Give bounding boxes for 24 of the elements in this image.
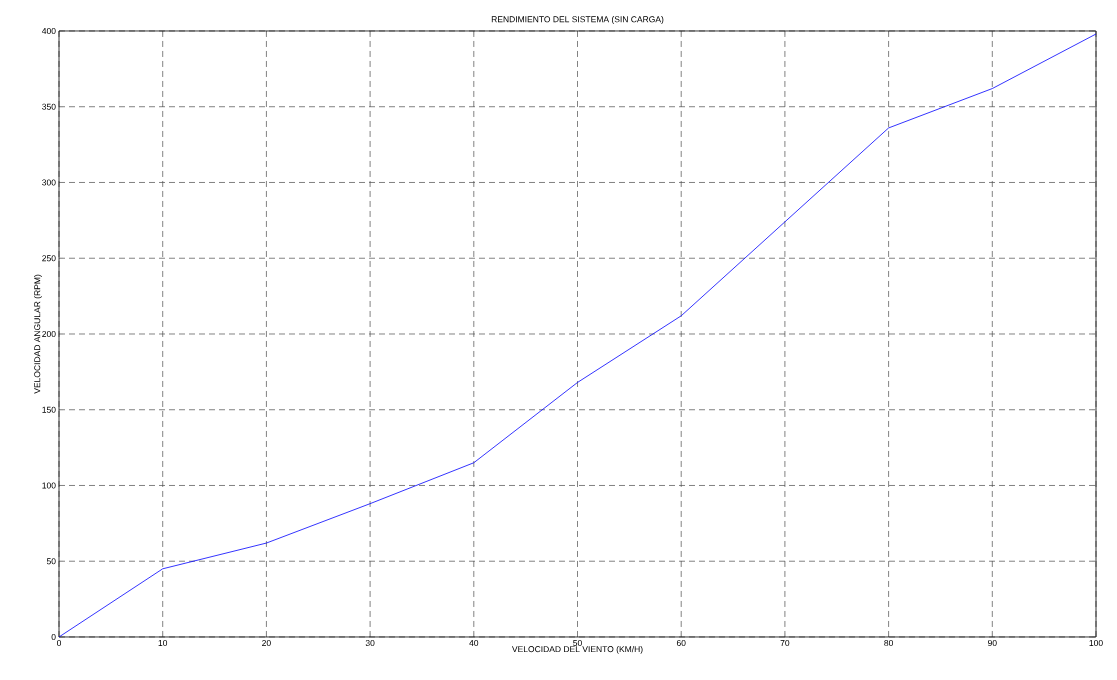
x-tick-label: 20 bbox=[262, 640, 271, 647]
x-tick-label: 100 bbox=[1089, 640, 1103, 647]
y-axis-title: VELOCIDAD ANGULAR (RPM) bbox=[34, 274, 42, 394]
x-tick-label: 60 bbox=[676, 640, 686, 647]
y-tick-label: 200 bbox=[42, 330, 56, 337]
y-tick-label: 50 bbox=[46, 558, 56, 565]
y-tick-label: 100 bbox=[42, 482, 56, 489]
y-tick-label: 400 bbox=[41, 27, 56, 34]
x-axis-title: VELOCIDAD DEL VIENTO (KM/H) bbox=[511, 645, 643, 654]
y-tick-label: 250 bbox=[42, 255, 56, 262]
x-tick-label: 10 bbox=[158, 640, 168, 647]
x-tick-label: 0 bbox=[56, 640, 62, 647]
y-tick-label: 300 bbox=[42, 179, 56, 186]
x-tick-label: 70 bbox=[780, 640, 790, 647]
y-tick-label: 0 bbox=[51, 633, 56, 640]
x-tick-label: 80 bbox=[884, 640, 893, 647]
y-tick-label: 350 bbox=[42, 103, 56, 110]
chart-title: RENDIMIENTO DEL SISTEMA (SIN CARGA) bbox=[491, 16, 664, 24]
line-series bbox=[59, 33, 1096, 637]
x-tick-label: 50 bbox=[573, 640, 582, 647]
x-tick-label: 90 bbox=[987, 640, 997, 647]
y-tick-label: 150 bbox=[42, 406, 56, 413]
x-tick-label: 30 bbox=[365, 640, 375, 647]
x-tick-label: 40 bbox=[469, 640, 479, 647]
